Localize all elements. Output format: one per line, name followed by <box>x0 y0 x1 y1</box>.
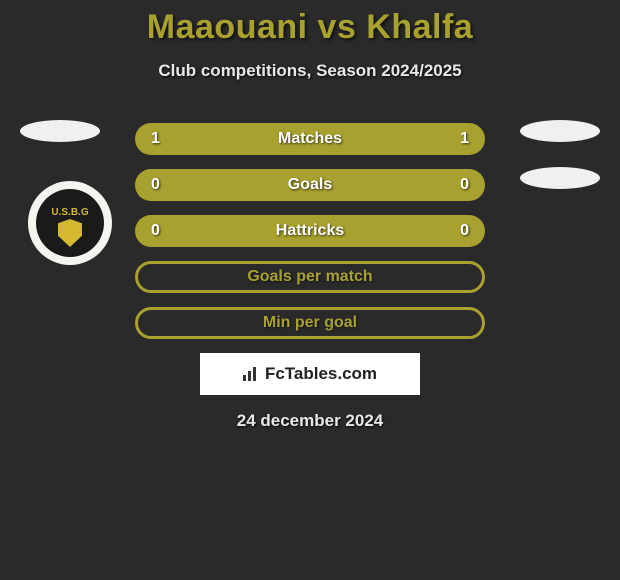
stat-row-min-per-goal: Min per goal <box>135 307 485 339</box>
stat-label: Hattricks <box>276 222 344 240</box>
page-title: Maaouani vs Khalfa <box>0 8 620 47</box>
brand-box[interactable]: FcTables.com <box>200 353 420 395</box>
stat-right-value: 0 <box>449 176 469 194</box>
stat-left-value: 0 <box>151 176 171 194</box>
bar-chart-icon <box>243 367 261 381</box>
club-shield-icon <box>58 219 82 247</box>
player2-club-placeholder-1 <box>520 120 600 142</box>
stat-right-value: 0 <box>449 222 469 240</box>
stat-row-matches: 1 Matches 1 <box>135 123 485 155</box>
stat-right-value: 1 <box>449 130 469 148</box>
player1-club-placeholder <box>20 120 100 142</box>
stat-row-goals: 0 Goals 0 <box>135 169 485 201</box>
main-container: Maaouani vs Khalfa Club competitions, Se… <box>0 0 620 431</box>
brand-text: FcTables.com <box>265 364 377 384</box>
stat-left-value: 1 <box>151 130 171 148</box>
stat-left-value: 0 <box>151 222 171 240</box>
player1-club-badge: U.S.B.G <box>28 181 112 265</box>
stat-row-hattricks: 0 Hattricks 0 <box>135 215 485 247</box>
stat-label: Matches <box>278 130 342 148</box>
player2-club-placeholder-2 <box>520 167 600 189</box>
stat-label: Goals <box>288 176 332 194</box>
stat-rows: 1 Matches 1 0 Goals 0 0 Hattricks 0 Goal… <box>135 123 485 339</box>
stats-area: U.S.B.G 1 Matches 1 0 Goals 0 0 Hattrick… <box>0 123 620 339</box>
stat-row-goals-per-match: Goals per match <box>135 261 485 293</box>
stat-label: Min per goal <box>263 314 357 332</box>
subtitle: Club competitions, Season 2024/2025 <box>0 61 620 81</box>
club-badge-inner: U.S.B.G <box>36 189 104 257</box>
club-badge-text: U.S.B.G <box>51 207 88 218</box>
date-text: 24 december 2024 <box>0 411 620 431</box>
stat-label: Goals per match <box>247 268 372 286</box>
